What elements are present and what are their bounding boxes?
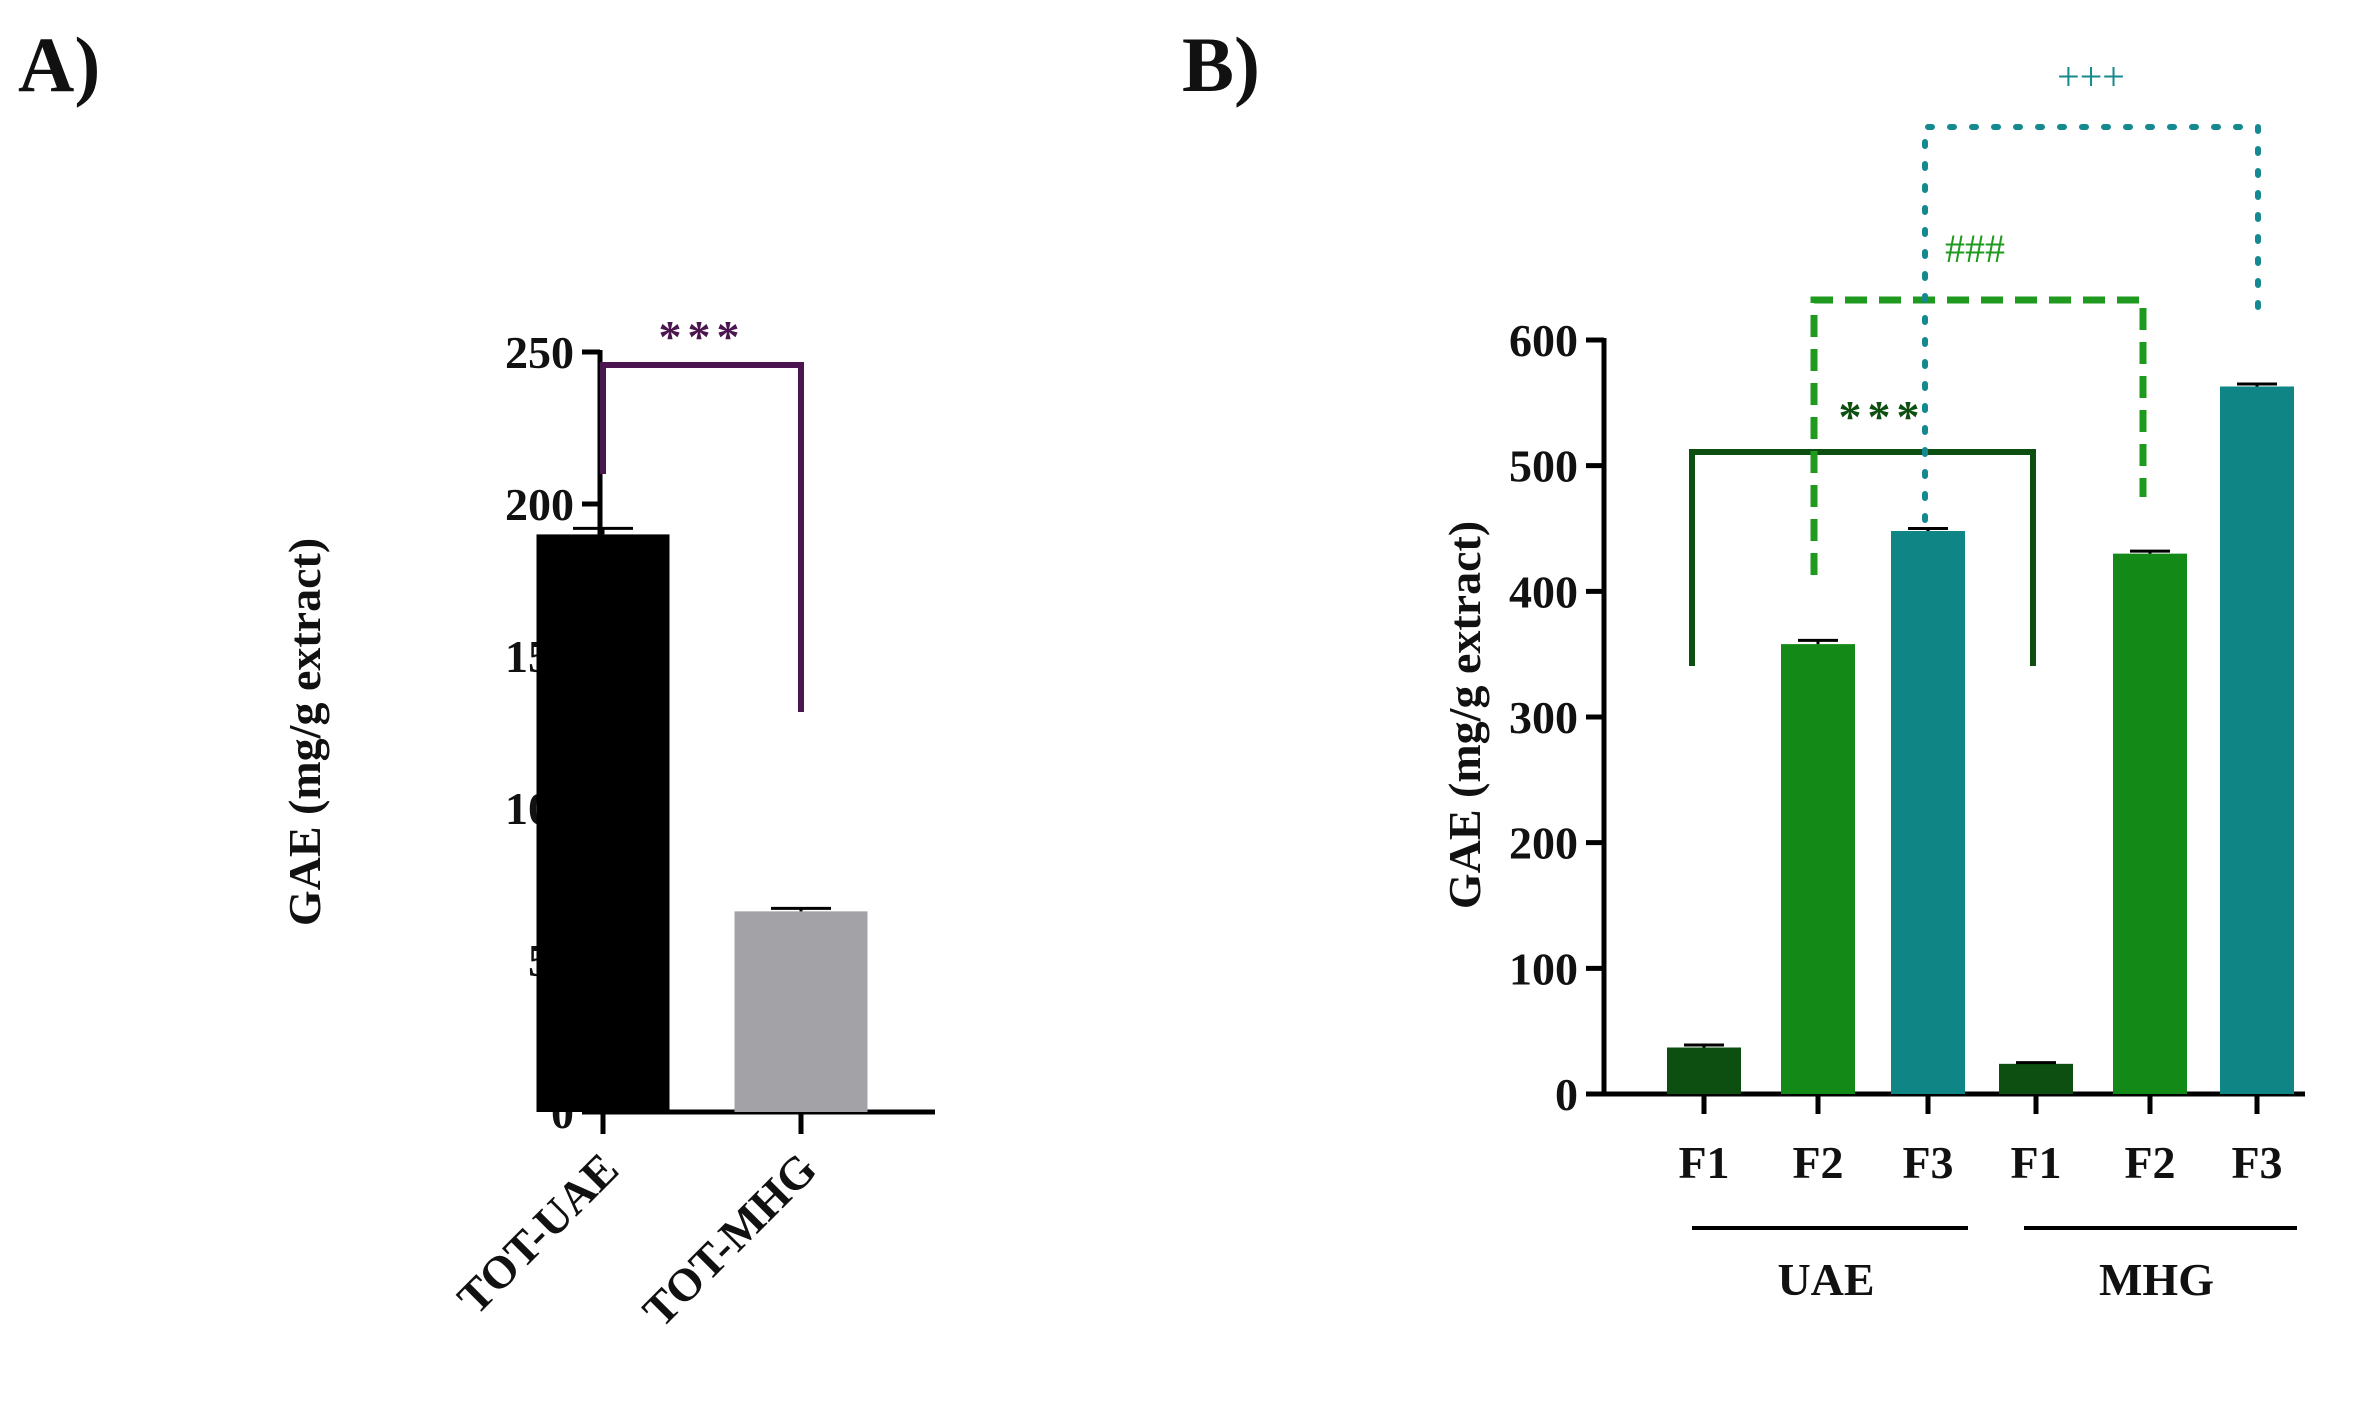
y-tick-label: 500 — [1509, 441, 1578, 492]
bar — [2220, 386, 2294, 1094]
significance-bracket — [1810, 296, 2147, 575]
y-tick-label: 100 — [1509, 943, 1578, 994]
y-tick-label: 0 — [1555, 1069, 1578, 1120]
significance-label: *** — [659, 311, 746, 362]
y-tick-label: 300 — [1509, 692, 1578, 743]
y-axis-title: GAE (mg/g extract) — [1439, 521, 1490, 909]
x-tick-label: F3 — [2231, 1137, 2282, 1188]
x-tick-label: F3 — [1902, 1137, 1953, 1188]
bar — [1667, 1047, 1741, 1094]
significance-bracket — [1689, 449, 2036, 666]
significance-label: *** — [1839, 391, 1926, 442]
bar — [1999, 1063, 2073, 1094]
bar — [536, 534, 670, 1112]
y-axis-title: GAE (mg/g extract) — [279, 538, 330, 926]
panel-label-b: B) — [1182, 21, 1260, 108]
group-label: MHG — [2099, 1254, 2214, 1305]
significance-bracket — [600, 362, 804, 712]
bar — [2113, 553, 2187, 1094]
y-tick-label: 600 — [1509, 315, 1578, 366]
y-tick-label: 200 — [505, 479, 574, 530]
bar — [1781, 644, 1855, 1094]
panel-label-a: A) — [18, 21, 101, 108]
bar — [734, 911, 868, 1112]
y-tick-label: 400 — [1509, 566, 1578, 617]
bar — [1891, 531, 1965, 1094]
y-tick-label: 250 — [505, 327, 574, 378]
x-tick-label: F1 — [2010, 1137, 2061, 1188]
significance-label: +++ — [2057, 54, 2125, 99]
y-tick-label: 200 — [1509, 818, 1578, 869]
x-tick-label: F2 — [2124, 1137, 2175, 1188]
x-tick-label: F1 — [1678, 1137, 1729, 1188]
significance-bracket — [1922, 124, 2261, 523]
group-label: UAE — [1777, 1254, 1874, 1305]
x-tick-label: F2 — [1792, 1137, 1843, 1188]
significance-label: ### — [1945, 226, 2005, 271]
